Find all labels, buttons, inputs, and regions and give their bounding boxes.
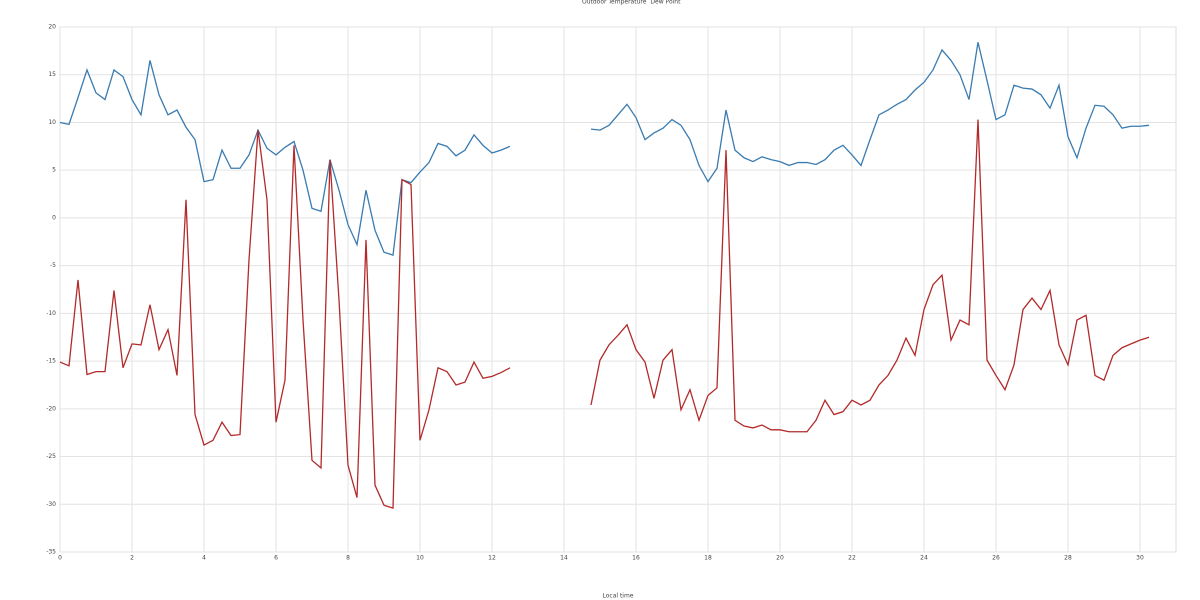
x-tick-label: 14 (560, 555, 568, 562)
y-tick-label: -30 (46, 501, 56, 508)
y-tick-label: -35 (46, 549, 56, 556)
x-tick-label: 0 (58, 555, 62, 562)
series-line (59, 119, 1150, 509)
y-tick-label: 5 (52, 167, 56, 174)
x-tick-label: 8 (346, 555, 350, 562)
legend: Outdoor Temperature Dew Point (582, 0, 681, 6)
y-tick-label: 0 (52, 214, 56, 221)
x-tick-label: 20 (776, 555, 784, 562)
series-line (59, 42, 1150, 256)
x-tick-label: 4 (202, 555, 206, 562)
x-tick-label: 2 (130, 555, 134, 562)
y-tick-label: 15 (48, 71, 56, 78)
y-tick-label: 10 (48, 119, 56, 126)
x-axis-label: Local time (602, 593, 633, 600)
y-tick-label: -25 (46, 453, 56, 460)
x-tick-label: 30 (1136, 555, 1144, 562)
y-tick-label: -20 (46, 405, 56, 412)
y-tick-label: -5 (50, 262, 56, 269)
legend-label: Dew Point (650, 0, 681, 6)
y-tick-label: -10 (46, 310, 56, 317)
x-tick-label: 16 (632, 555, 640, 562)
x-tick-label: 24 (920, 555, 928, 562)
y-tick-label: 20 (48, 24, 56, 31)
x-tick-label: 10 (416, 555, 424, 562)
x-tick-label: 18 (704, 555, 712, 562)
legend-label: Outdoor Temperature (582, 0, 647, 6)
x-tick-label: 6 (274, 555, 278, 562)
x-tick-label: 26 (992, 555, 1000, 562)
x-tick-label: 12 (488, 555, 496, 562)
plot-frame (59, 26, 1177, 553)
x-tick-label: 28 (1064, 555, 1072, 562)
y-tick-label: -15 (46, 358, 56, 365)
x-tick-label: 22 (848, 555, 856, 562)
